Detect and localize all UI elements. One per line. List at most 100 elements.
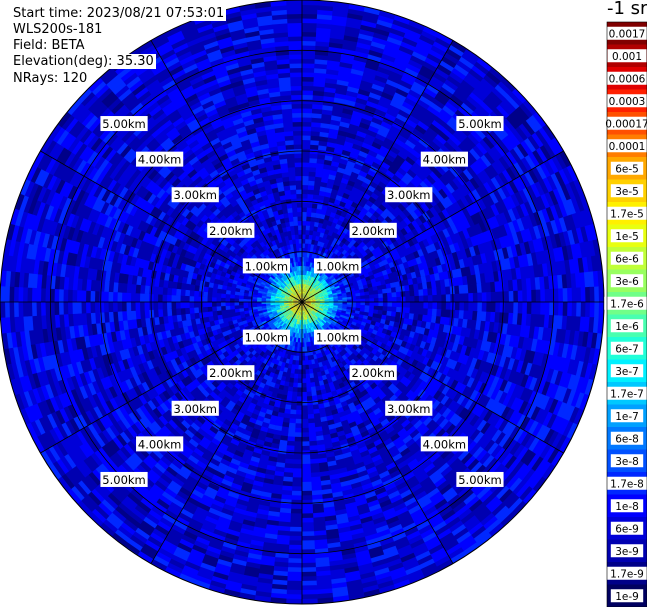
data-cell [319, 232, 325, 238]
data-cell [369, 294, 375, 299]
data-cell [302, 54, 316, 60]
data-cell [412, 128, 425, 139]
data-cell [402, 208, 411, 218]
data-cell [324, 248, 329, 254]
data-cell [402, 71, 417, 82]
data-cell [301, 423, 309, 429]
data-cell [320, 227, 326, 234]
data-cell [435, 178, 446, 189]
data-cell [400, 75, 415, 86]
data-cell [328, 174, 336, 181]
data-cell [303, 293, 306, 298]
data-cell [302, 72, 315, 78]
data-cell [377, 149, 388, 158]
data-cell [387, 306, 393, 312]
data-cell [330, 241, 336, 248]
data-cell [313, 278, 317, 284]
data-cell [377, 129, 389, 138]
data-cell [357, 88, 371, 97]
data-cell [370, 87, 383, 97]
data-cell [363, 203, 372, 212]
data-cell [495, 291, 501, 303]
data-cell [293, 463, 302, 469]
data-cell [361, 181, 370, 190]
data-cell [386, 36, 403, 46]
data-cell [302, 193, 308, 199]
data-cell [363, 177, 373, 186]
data-cell [410, 85, 424, 96]
data-cell [367, 96, 380, 105]
data-cell [297, 387, 302, 393]
data-cell [331, 252, 337, 259]
data-cell [540, 302, 546, 315]
data-cell [436, 302, 442, 310]
data-cell [394, 138, 406, 148]
data-cell [544, 289, 550, 303]
data-cell [301, 418, 309, 424]
data-cell [391, 96, 405, 106]
data-cell [466, 165, 478, 178]
data-cell [301, 535, 315, 541]
data-cell [436, 112, 450, 124]
data-cell [290, 508, 302, 514]
data-cell [512, 88, 527, 104]
data-cell [458, 83, 473, 96]
data-cell [437, 63, 452, 76]
data-cell [294, 436, 302, 442]
data-cell [377, 214, 386, 223]
data-cell [285, 598, 302, 604]
data-cell [364, 133, 376, 142]
data-cell [302, 121, 312, 127]
data-cell [419, 34, 436, 46]
data-cell [472, 145, 485, 158]
data-cell [402, 143, 414, 153]
data-cell [316, 280, 321, 286]
data-cell [358, 200, 366, 208]
data-cell [302, 36, 317, 42]
data-cell [412, 106, 425, 118]
data-cell [567, 302, 573, 317]
data-cell [372, 210, 381, 219]
data-cell [305, 234, 310, 240]
data-cell [356, 93, 370, 101]
data-cell [350, 171, 359, 179]
data-cell [301, 558, 316, 564]
data-cell [463, 293, 469, 303]
data-cell [302, 270, 304, 275]
data-cell [360, 302, 366, 306]
data-cell [314, 285, 319, 290]
data-cell [396, 302, 402, 308]
data-cell [378, 306, 384, 311]
data-cell [301, 589, 318, 595]
data-cell [316, 162, 324, 169]
data-cell [301, 382, 307, 388]
data-cell [389, 100, 403, 110]
data-cell [292, 468, 302, 474]
data-cell [289, 531, 302, 537]
data-cell [403, 122, 416, 133]
data-cell [314, 217, 320, 223]
data-cell [327, 280, 333, 285]
data-cell [459, 293, 465, 303]
data-cell [465, 151, 478, 164]
data-cell [301, 553, 316, 559]
data-cell [449, 134, 462, 147]
data-cell [319, 284, 325, 289]
data-cell [302, 292, 304, 298]
data-cell [483, 151, 496, 165]
data-cell [526, 302, 532, 315]
data-cell [515, 126, 529, 141]
data-cell [375, 184, 385, 193]
data-cell [393, 92, 407, 102]
data-cell [413, 208, 423, 218]
data-cell [366, 58, 381, 67]
data-cell [330, 276, 336, 281]
data-cell [432, 41, 449, 53]
data-cell [303, 293, 307, 298]
data-cell [418, 302, 424, 309]
data-cell [459, 302, 465, 311]
data-cell [431, 97, 446, 110]
data-cell [314, 279, 319, 284]
data-cell [302, 31, 317, 37]
data-cell [302, 265, 304, 271]
